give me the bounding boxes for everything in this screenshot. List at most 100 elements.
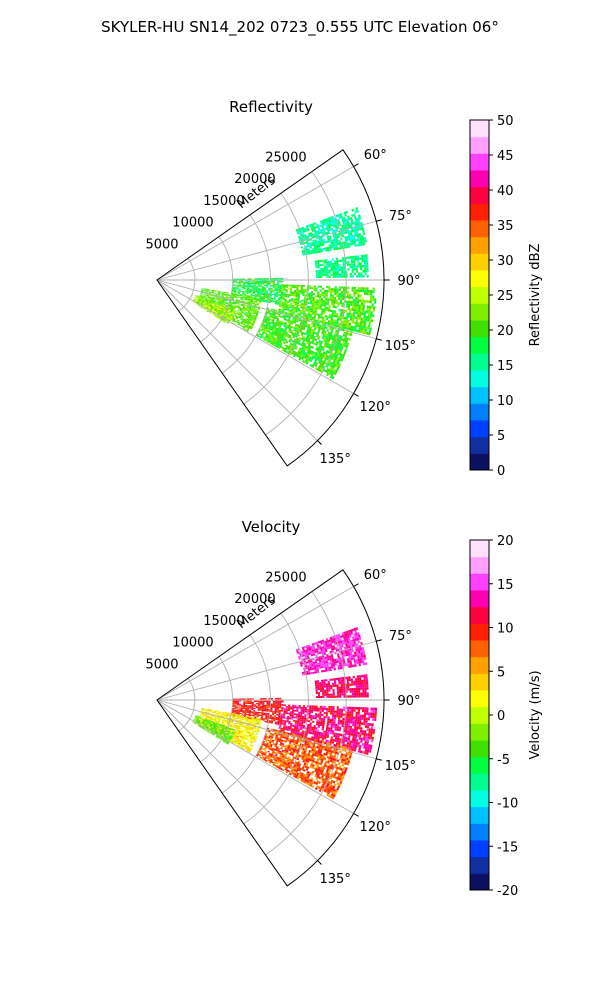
- echo-cell: [349, 263, 351, 266]
- echo-cell: [277, 281, 279, 283]
- echo-cell: [258, 701, 260, 702]
- echo-cell: [346, 732, 348, 735]
- echo-cell: [332, 241, 335, 244]
- echo-cell: [234, 706, 236, 707]
- echo-cell: [284, 704, 286, 706]
- echo-cell: [339, 242, 342, 245]
- echo-cell: [360, 310, 362, 313]
- echo-cell: [327, 301, 329, 303]
- echo-cell: [256, 287, 258, 288]
- echo-cell: [362, 307, 364, 310]
- echo-cell: [270, 293, 272, 295]
- echo-cell: [325, 302, 327, 304]
- colorbar-tick-label: 25: [497, 289, 514, 304]
- echo-cell: [270, 292, 272, 294]
- echo-cell: [254, 281, 256, 282]
- echo-cell: [362, 707, 364, 710]
- echo-cell: [237, 310, 239, 312]
- echo-cell: [241, 705, 243, 706]
- echo-cell: [264, 281, 266, 282]
- echo-cell: [255, 289, 257, 290]
- echo-cell: [294, 295, 296, 297]
- echo-cell: [274, 295, 276, 297]
- echo-cell: [299, 707, 301, 709]
- echo-cell: [260, 281, 262, 282]
- echo-cell: [290, 286, 292, 288]
- echo-cell: [309, 715, 311, 717]
- echo-cell: [341, 286, 343, 288]
- echo-cell: [326, 725, 328, 727]
- echo-cell: [371, 707, 373, 710]
- echo-cell: [355, 297, 357, 300]
- echo-cell: [282, 286, 284, 288]
- echo-cell: [368, 324, 371, 327]
- echo-cell: [371, 303, 373, 306]
- colorbar-segment: [470, 370, 489, 387]
- echo-cell: [357, 714, 359, 717]
- echo-cell: [337, 726, 339, 729]
- echo-cell: [315, 729, 317, 731]
- echo-cell: [274, 294, 276, 296]
- echo-cell: [301, 285, 303, 287]
- echo-cell: [240, 713, 242, 714]
- echo-cell: [285, 291, 287, 293]
- echo-cell: [329, 246, 331, 249]
- echo-cell: [360, 275, 362, 278]
- echo-cell: [347, 728, 349, 731]
- echo-cell: [326, 309, 328, 311]
- echo-cell: [313, 252, 315, 254]
- echo-cell: [353, 314, 356, 317]
- echo-cell: [366, 267, 368, 270]
- echo-cell: [281, 289, 283, 291]
- echo-cell: [315, 287, 317, 289]
- echo-cell: [313, 715, 315, 717]
- echo-cell: [315, 262, 317, 264]
- echo-cell: [267, 701, 269, 702]
- echo-cell: [322, 288, 324, 290]
- echo-cell: [315, 266, 317, 268]
- echo-cell: [299, 285, 301, 287]
- echo-cell: [262, 283, 264, 284]
- echo-cell: [316, 305, 318, 307]
- echo-cell: [346, 301, 348, 304]
- echo-cell: [331, 301, 333, 303]
- echo-cell: [347, 268, 349, 270]
- echo-cell: [349, 718, 351, 721]
- echo-cell: [343, 275, 345, 277]
- echo-cell: [371, 739, 374, 742]
- echo-cell: [370, 311, 372, 314]
- echo-cell: [311, 715, 313, 717]
- echo-cell: [327, 719, 329, 721]
- echo-cell: [250, 698, 252, 699]
- echo-cell: [361, 297, 363, 300]
- echo-cell: [360, 265, 362, 268]
- echo-cell: [264, 287, 266, 288]
- echo-cell: [321, 728, 323, 730]
- echo-cell: [290, 708, 292, 710]
- colorbar-tick-label: 0: [497, 464, 505, 479]
- echo-cell: [245, 285, 247, 286]
- echo-cell: [239, 283, 241, 284]
- echo-cell: [262, 287, 264, 288]
- echo-cell: [315, 309, 317, 311]
- echo-cell: [347, 291, 349, 293]
- echo-cell: [333, 724, 335, 726]
- echo-cell: [319, 260, 321, 262]
- echo-cell: [258, 282, 260, 283]
- echo-cell: [245, 282, 247, 283]
- echo-cell: [239, 704, 241, 705]
- echo-cell: [352, 268, 354, 271]
- echo-cell: [304, 720, 306, 722]
- echo-cell: [349, 266, 351, 269]
- echo-cell: [277, 704, 279, 706]
- echo-cell: [324, 290, 326, 292]
- echo-cell: [262, 291, 264, 293]
- echo-cell: [330, 310, 332, 312]
- echo-cell: [249, 716, 251, 718]
- echo-cell: [245, 705, 247, 706]
- echo-cell: [356, 265, 358, 268]
- echo-cell: [278, 714, 280, 716]
- echo-cell: [308, 252, 310, 254]
- echo-cell: [288, 705, 290, 707]
